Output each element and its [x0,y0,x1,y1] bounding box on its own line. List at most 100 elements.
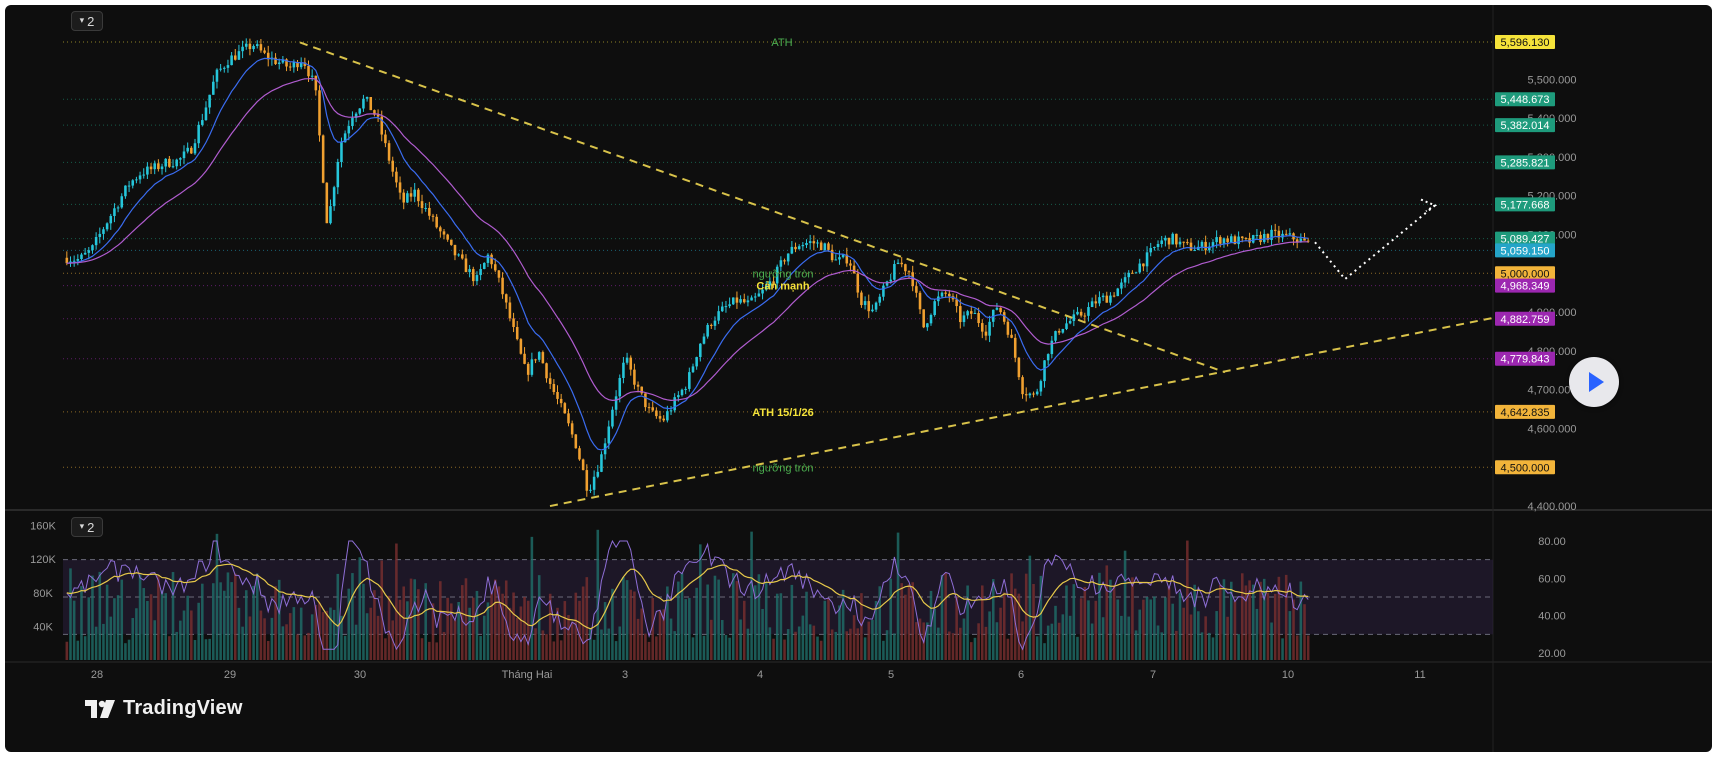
collapse-pane-button[interactable]: ▾ 2 [71,11,103,31]
candle-body [721,306,724,312]
candle-body [724,306,728,308]
volume-bar [819,640,823,660]
candle-body [76,259,80,261]
candle-body [376,114,380,117]
volume-bar [109,616,113,660]
candle-body [885,281,889,286]
candle-body [647,407,651,409]
volume-bar [321,612,325,660]
candle-body [878,296,882,303]
candle-body [611,409,614,427]
candle-body [472,269,475,282]
volume-bar [219,582,222,660]
candle-body [867,301,871,312]
candle-body [545,363,548,379]
candle-body [592,476,596,490]
candle-body [1233,236,1237,245]
candle-body [1167,237,1171,245]
volume-bar [1281,638,1284,660]
candle-body [182,151,186,159]
volume-bar [497,586,501,660]
volume-bar [768,627,772,660]
candle-body [384,134,387,144]
candle-body [153,163,156,170]
candle-body [750,297,753,301]
chart-annotation: Cản mạnh [756,281,809,293]
volume-bar [1149,599,1152,660]
volume-bar [1083,586,1087,660]
candle-body [1244,238,1248,240]
volume-bar [1101,617,1105,660]
time-tick: 6 [1018,669,1024,681]
volume-bar [303,635,307,660]
volume-bar [351,573,354,660]
volume-bar [1259,581,1262,660]
volume-bar [1288,611,1292,660]
volume-bar [585,577,589,660]
candle-body [1098,297,1101,304]
candle-body [1087,307,1090,316]
trading-chart[interactable]: 5,500.0005,400.0005,300.0005,200.0005,10… [5,5,1712,752]
candle-body [1262,233,1266,242]
price-label: 5,285.821 [1501,157,1550,169]
candle-body [706,324,709,337]
volume-bar [204,639,208,660]
volume-bar [980,585,984,660]
candle-body [1266,233,1270,240]
replay-play-button[interactable] [1569,357,1619,407]
volume-bar [259,610,263,660]
candle-body [1138,263,1142,273]
volume-bar [622,576,625,660]
candle-body [358,108,362,114]
volume-bar [937,627,940,660]
candle-body [970,311,973,314]
volume-bar [841,589,845,660]
candle-body [347,126,351,134]
candle-body [325,182,329,224]
collapse-indicator-pane-button[interactable]: ▾ 2 [71,517,103,537]
candle-body [915,286,918,293]
candle-body [190,147,193,154]
volume-bar [658,610,662,660]
volume-bar [731,573,735,660]
volume-bar [263,618,266,660]
candle-body [1222,238,1226,244]
volume-bar [973,637,977,660]
candle-body [1017,357,1021,378]
volume-bar [735,581,739,660]
candle-body [713,320,717,326]
volume-bar [519,606,523,660]
volume-bar [515,617,519,660]
time-tick: 28 [91,669,103,681]
volume-bar [893,633,896,660]
price-label-box [1495,35,1555,50]
projection-arrowhead [1420,198,1438,213]
candle-body [116,207,120,209]
volume-bar [369,607,373,660]
volume-bar [1303,604,1306,660]
candle-body [479,268,482,276]
candle-body [365,97,369,99]
volume-tick: 80K [33,588,53,600]
volume-bar [882,640,885,660]
volume-bar [358,557,362,660]
volume-bar [1120,615,1123,660]
volume-bar [808,624,812,660]
candle-body [1112,295,1116,297]
volume-bar [1065,585,1068,660]
volume-bar [1208,632,1211,660]
candle-body [742,299,746,303]
candle-body [962,315,966,323]
volume-bar [746,628,750,660]
candle-body [446,234,449,240]
candle-body [977,313,980,324]
volume-bar [644,633,647,660]
candle-body [1101,295,1105,298]
candle-body [402,192,405,203]
volume-bar [120,579,124,660]
volume-bar [402,586,405,660]
candle-body [1295,239,1299,243]
volume-bar [830,629,834,660]
candle-body [1175,233,1178,245]
volume-bar [512,592,515,660]
